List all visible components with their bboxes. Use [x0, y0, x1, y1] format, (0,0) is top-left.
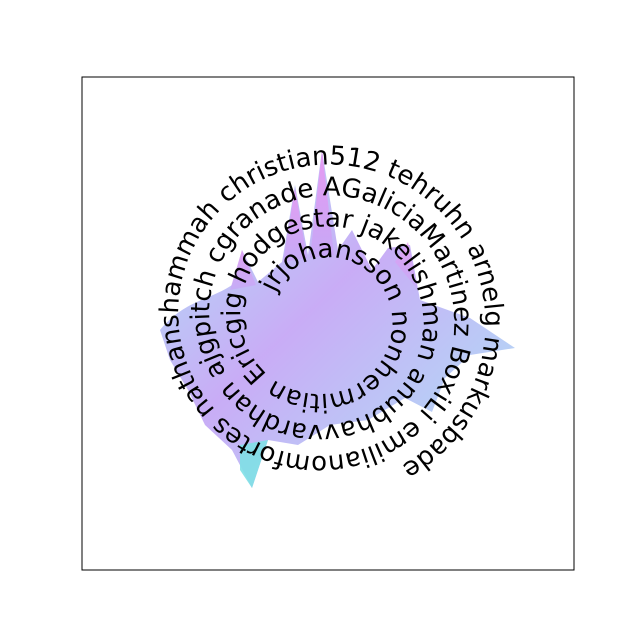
surface-body: [160, 150, 515, 488]
surface-peak: [230, 250, 256, 290]
spiral-contributor-text: jrjohansson nonhermitian Ericgig hodgest…: [0, 0, 508, 485]
surface-base: [240, 440, 268, 488]
surface-peak: [310, 150, 334, 258]
surface-peak: [283, 188, 307, 262]
plot-frame: [81, 76, 575, 571]
surface-peak: [395, 242, 418, 290]
spiral-text-path: jrjohansson nonhermitian Ericgig hodgest…: [0, 0, 508, 485]
surface-shape: [160, 150, 515, 488]
